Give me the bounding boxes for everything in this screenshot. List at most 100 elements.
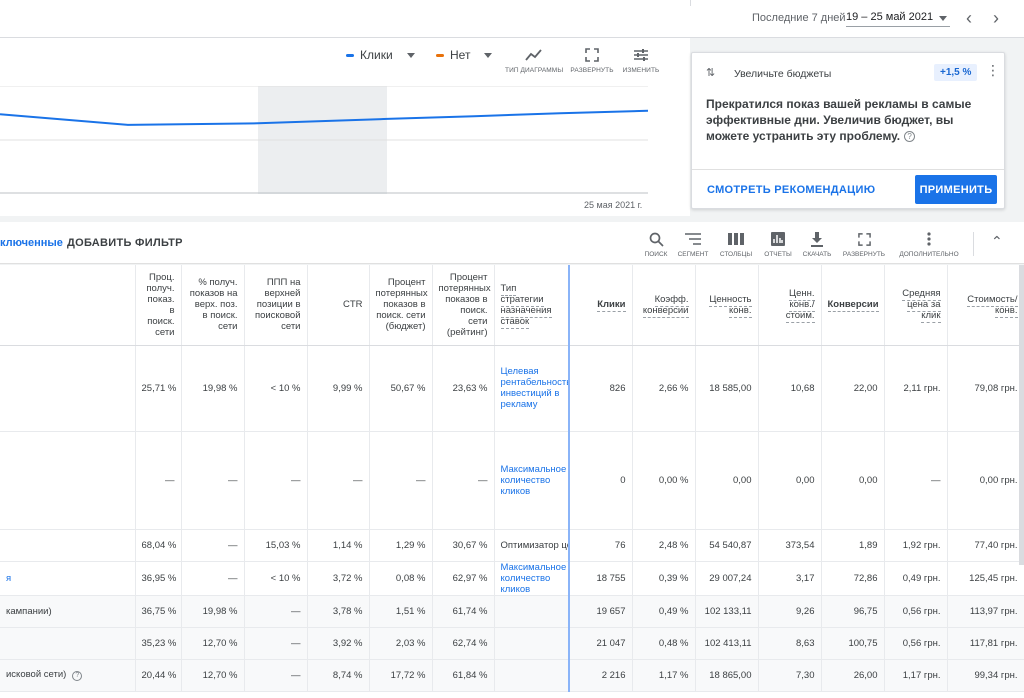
table-cell: 29 007,24: [695, 561, 759, 596]
column-header[interactable]: Средняя цена за клик: [884, 265, 948, 346]
divider: [690, 0, 691, 6]
table-cell: 8,63: [758, 627, 822, 660]
table-cell: 0,00 грн.: [947, 431, 1024, 530]
bid-strategy-cell[interactable]: Максимальное количество кликов: [494, 561, 570, 596]
recommendation-card: ⇅ Увеличьте бюджеты +1,5 % ⋮ Прекратился…: [691, 52, 1005, 209]
see-recommendation-link[interactable]: СМОТРЕТЬ РЕКОМЕНДАЦИЮ: [707, 184, 876, 196]
apply-button[interactable]: ПРИМЕНИТЬ: [915, 175, 997, 204]
table-row[interactable]: 35,23 % 12,70 % —3,92 % 2,03 % 62,74 % 21 047…: [0, 627, 1024, 660]
column-header[interactable]: Тип стратегии назначения ставок: [494, 265, 570, 346]
bid-strategy-cell[interactable]: Максимальное количество кликов: [494, 431, 570, 530]
expand-chart-button[interactable]: РАЗВЕРНУТЬ: [563, 46, 621, 74]
column-header-label: Ценность конв.: [709, 293, 752, 318]
tool-label: ИЗМЕНИТЬ: [622, 67, 660, 74]
adjust-icon: [612, 46, 670, 64]
table-header-row: Проц. получ. показ. в поиск. сети % получ…: [0, 265, 1024, 346]
recommendation-title: Увеличьте бюджеты: [734, 68, 832, 80]
search-button[interactable]: ПОИСК: [641, 230, 671, 258]
top-bar: Последние 7 дней 19 – 25 май 2021 ‹ ›: [0, 0, 1024, 38]
table-cell: 1,17 %: [632, 659, 696, 692]
table-row[interactable]: исковой сети)? 20,44 % 12,70 % —8,74 % 17,72…: [0, 659, 1024, 692]
vertical-scrollbar[interactable]: [1019, 265, 1024, 565]
metric-select-none[interactable]: Нет: [436, 48, 493, 62]
recommendation-message: Прекратился показ вашей рекламы в самые …: [706, 96, 996, 144]
table-cell: 50,67 %: [369, 345, 433, 432]
help-icon[interactable]: ?: [72, 671, 83, 681]
columns-icon: [717, 230, 755, 248]
columns-button[interactable]: СТОЛБЦЫ: [717, 230, 755, 258]
table-cell: —: [181, 529, 245, 562]
legend-label: Клики: [360, 48, 393, 62]
table-cell: —: [181, 431, 245, 530]
segment-button[interactable]: СЕГМЕНТ: [675, 230, 711, 258]
column-header[interactable]: Конверсии: [821, 265, 885, 346]
table-cell: 30,67 %: [432, 529, 495, 562]
column-header[interactable]: Ценн. конв./ стоим.: [758, 265, 822, 346]
bid-strategy-cell[interactable]: Целевая рентабельность инвестиций в рекл…: [494, 345, 570, 432]
table-cell: 36,95 %: [135, 561, 182, 596]
date-range-underline: [846, 26, 950, 27]
reports-button[interactable]: ОТЧЕТЫ: [762, 230, 794, 258]
chart-type-button[interactable]: ТИП ДИАГРАММЫ: [505, 46, 563, 74]
table-cell: 0,00 %: [632, 431, 696, 530]
column-header[interactable]: Коэфф. конверсии: [632, 265, 696, 346]
table-cell: 1,29 %: [369, 529, 433, 562]
table-cell: 1,51 %: [369, 595, 433, 628]
column-header[interactable]: Стоимость/ конв.: [947, 265, 1024, 346]
column-header[interactable]: CTR: [307, 265, 370, 346]
table-cell: 1,14 %: [307, 529, 370, 562]
bid-strategy-cell: [494, 627, 570, 660]
help-icon[interactable]: ?: [904, 131, 916, 143]
metric-select-clicks[interactable]: Клики: [346, 48, 415, 62]
table-row[interactable]: кампании) 36,75 % 19,98 % —3,78 % 1,51 % 61,7…: [0, 595, 1024, 628]
more-options-button[interactable]: ДОПОЛНИТЕЛЬНО: [899, 230, 959, 258]
add-filter-button[interactable]: ДОБАВИТЬ ФИЛЬТР: [67, 237, 183, 249]
expand-table-button[interactable]: РАЗВЕРНУТЬ: [842, 230, 886, 258]
table-cell: 0,00: [821, 431, 885, 530]
divider: [692, 169, 1004, 170]
column-header[interactable]: Процент потерянных показов в поиск. сети…: [432, 265, 495, 346]
chart-date-label: 25 мая 2021 г.: [584, 200, 643, 210]
column-header[interactable]: Ценность конв.: [695, 265, 759, 346]
table-cell: 9,99 %: [307, 345, 370, 432]
chevron-down-icon: [406, 52, 415, 58]
table-cell: 0,49 грн.: [884, 561, 948, 596]
chevron-right-icon[interactable]: ›: [993, 8, 999, 28]
column-header[interactable]: [0, 265, 136, 346]
table-cell: 1,89: [821, 529, 885, 562]
table-row[interactable]: я 36,95 % — < 10 % 3,72 % 0,08 % 62,97 % Максим…: [0, 561, 1024, 596]
table-cell: —: [307, 431, 370, 530]
data-table: Проц. получ. показ. в поиск. сети % получ…: [0, 265, 1024, 698]
collapse-icon[interactable]: ⌃: [991, 233, 1003, 249]
chevron-left-icon[interactable]: ‹: [966, 8, 972, 28]
table-row[interactable]: — — — — — — Максимальное количество кликов 0 0,0…: [0, 431, 1024, 530]
chevron-down-icon[interactable]: [939, 16, 947, 21]
column-header[interactable]: ППП на верхней позиции в поисковой сети: [244, 265, 308, 346]
column-header[interactable]: Процент потерянных показов в поиск. сети…: [369, 265, 433, 346]
table-row[interactable]: 25,71 % 19,98 % < 10 % 9,99 % 50,67 % 23,63 %…: [0, 345, 1024, 432]
date-range-select[interactable]: 19 – 25 май 2021: [846, 11, 934, 23]
column-header-label: Процент потерянных показов в поиск. сети…: [375, 277, 428, 333]
row-name: [0, 431, 136, 530]
filter-toolbar: ключенные ДОБАВИТЬ ФИЛЬТР ПОИСК СЕГМЕНТ …: [0, 222, 1024, 264]
column-header[interactable]: Клики: [568, 265, 633, 346]
bid-strategy-cell: [494, 595, 570, 628]
column-header[interactable]: % получ. показов на верх. поз. в поиск. …: [181, 265, 245, 346]
more-vert-icon[interactable]: ⋮: [986, 62, 1000, 78]
bid-strategy-cell: [494, 659, 570, 692]
row-name: кампании): [0, 595, 136, 628]
excluded-filter-chip[interactable]: ключенные: [0, 237, 63, 249]
download-button[interactable]: СКАЧАТЬ: [800, 230, 834, 258]
divider: [973, 232, 974, 256]
table-cell: 79,08 грн.: [947, 345, 1024, 432]
search-icon: [641, 230, 671, 248]
table-cell: 125,45 грн.: [947, 561, 1024, 596]
column-header[interactable]: Проц. получ. показ. в поиск. сети: [135, 265, 182, 346]
table-cell: 2,11 грн.: [884, 345, 948, 432]
table-cell: —: [244, 659, 308, 692]
row-name[interactable]: я: [0, 561, 136, 596]
adjust-chart-button[interactable]: ИЗМЕНИТЬ: [612, 46, 670, 74]
legend-swatch: [346, 53, 354, 57]
table-cell: —: [181, 561, 245, 596]
table-row[interactable]: 68,04 % —15,03 % 1,14 % 1,29 % 30,67 % Оптими…: [0, 529, 1024, 562]
